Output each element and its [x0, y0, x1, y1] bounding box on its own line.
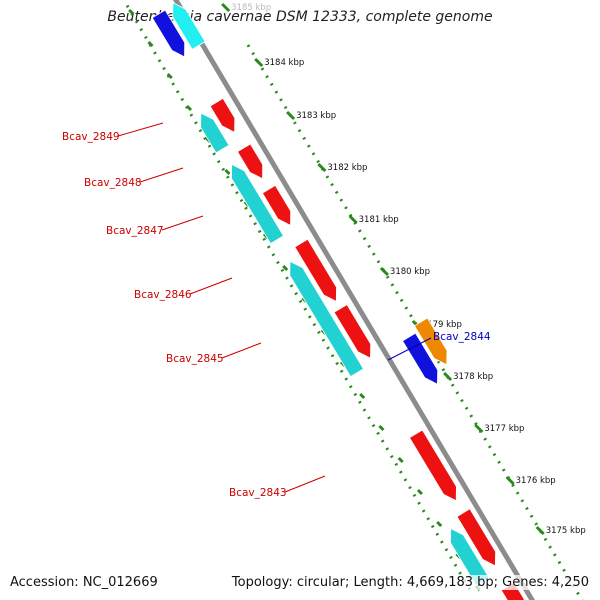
forward-gene-arrow [236, 143, 264, 180]
ruler-tick [147, 40, 154, 48]
gene-label: Bcav_2849 [62, 131, 120, 143]
scale-tick [221, 2, 231, 13]
top-cyan-gene-arrow [172, 1, 206, 50]
genome-summary-text: Topology: circular; Length: 4,669,183 bp… [229, 575, 591, 590]
scale-label: 3175 kbp [546, 526, 586, 536]
scale-label: 3177 kbp [484, 424, 524, 434]
ruler-tick [359, 392, 366, 400]
ruler-tick [282, 264, 289, 272]
gene-leader-line [189, 277, 233, 295]
ruler-tick [378, 424, 385, 432]
gene-leader-line [284, 475, 326, 493]
genome-backbone [173, 0, 535, 600]
ruler-tick [128, 8, 135, 16]
ruler-tick [397, 456, 404, 464]
gene-label: Bcav_2843 [229, 487, 287, 499]
scale-tick [348, 214, 358, 225]
scale-tick [254, 57, 264, 68]
scale-tick [286, 110, 296, 121]
genome-title: Beutenbergia cavernae DSM 12333, complet… [107, 9, 493, 25]
forward-gene-arrow [456, 508, 497, 567]
scale-label: 3184 kbp [264, 58, 304, 68]
scale-tick [535, 525, 545, 536]
scale-tick [505, 475, 515, 486]
forward-gene-arrow [261, 184, 292, 226]
ruler-tick [416, 488, 423, 496]
reverse-gene-arrow [289, 260, 365, 378]
scale-label: 3180 kbp [390, 267, 430, 277]
scale-label: 3178 kbp [453, 372, 493, 382]
gene-label: Bcav_2848 [84, 177, 142, 189]
scale-label: 3181 kbp [359, 215, 399, 225]
gene-leader-line [117, 122, 164, 137]
scale-label: 3179 kbp [422, 320, 462, 330]
ruler-tick [166, 72, 173, 80]
reverse-gene-arrow [200, 112, 230, 154]
scale-tick [474, 423, 484, 434]
gene-label: Bcav_2845 [166, 353, 224, 365]
scale-label: 3185 kbp [231, 3, 271, 13]
gene-label: Bcav_2846 [134, 289, 192, 301]
highlight-gene-arrow [402, 332, 439, 385]
forward-gene-arrow [333, 304, 372, 359]
forward-gene-arrow [209, 97, 236, 133]
gene-leader-line [221, 342, 262, 359]
ruler-tick [224, 168, 231, 176]
top-blue-gene-arrow [151, 9, 186, 58]
highlight-leader-line [387, 337, 432, 361]
gene-leader-line [161, 215, 204, 231]
scale-tick [443, 371, 453, 382]
forward-gene-arrow [408, 429, 457, 502]
scale-label: 3183 kbp [296, 111, 336, 121]
ruler-tick [185, 104, 193, 112]
partner-gene-arrow [413, 317, 448, 366]
highlight-gene-label: Bcav_2844 [433, 331, 491, 343]
scale-tick [317, 162, 327, 173]
scale-label: 3176 kbp [516, 476, 556, 486]
forward-gene-arrow [294, 238, 337, 303]
reverse-gene-arrow [231, 163, 285, 245]
scale-tick [379, 266, 389, 277]
accession-text: Accession: NC_012669 [8, 575, 160, 590]
gene-leader-line [139, 167, 184, 183]
ruler-tick [436, 520, 443, 528]
gene-label: Bcav_2847 [106, 225, 164, 237]
scale-label: 3182 kbp [327, 163, 367, 173]
